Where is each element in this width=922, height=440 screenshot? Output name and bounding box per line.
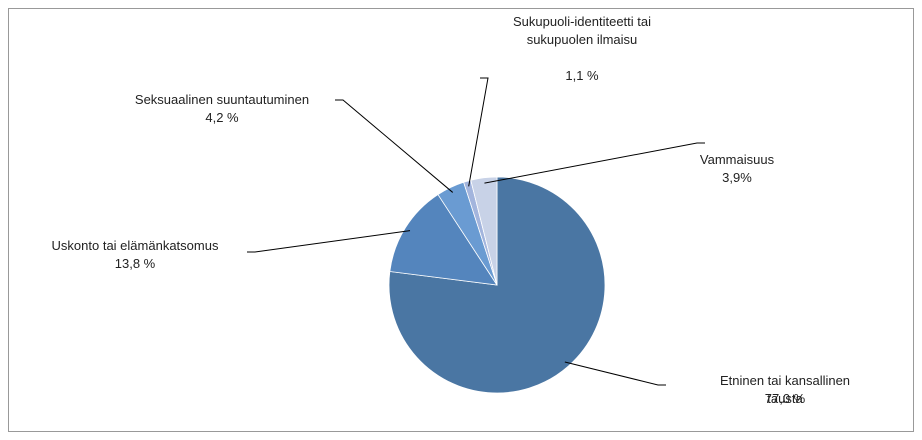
leader-line: [564, 361, 666, 386]
slice-value-label: 13,8 %: [114, 256, 156, 271]
slice-label: Sukupuoli-identiteetti tai sukupuolen il…: [512, 14, 652, 47]
leader-line: [335, 99, 454, 193]
slice-label: Vammaisuus: [699, 152, 775, 167]
pie-slice: [389, 193, 498, 286]
slice-label: Seksuaalinen suuntautuminen: [134, 92, 310, 107]
slice-value-label: 1,1 %: [565, 68, 599, 83]
slice-value-label: 77,0 %: [764, 391, 806, 406]
slice-label: Etninen tai kansallinen tausta: [719, 373, 851, 406]
leader-line: [468, 77, 489, 187]
slice-label: Uskonto tai elämänkatsomus: [51, 238, 219, 253]
leader-line: [484, 142, 705, 184]
pie-slice: [470, 176, 498, 286]
leader-line: [247, 230, 411, 253]
slice-value-label: 4,2 %: [205, 110, 239, 125]
slice-value-label: 3,9%: [722, 170, 752, 185]
